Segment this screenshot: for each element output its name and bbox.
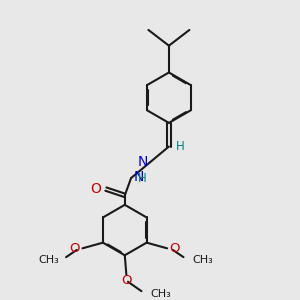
Text: N: N — [138, 155, 148, 169]
Text: CH₃: CH₃ — [150, 289, 171, 299]
Text: CH₃: CH₃ — [192, 255, 213, 265]
Text: CH₃: CH₃ — [38, 255, 59, 265]
Text: O: O — [121, 274, 132, 287]
Text: O: O — [70, 242, 80, 255]
Text: N: N — [134, 170, 144, 184]
Text: H: H — [138, 172, 146, 184]
Text: O: O — [169, 242, 180, 255]
Text: O: O — [91, 182, 101, 196]
Text: H: H — [176, 140, 184, 153]
